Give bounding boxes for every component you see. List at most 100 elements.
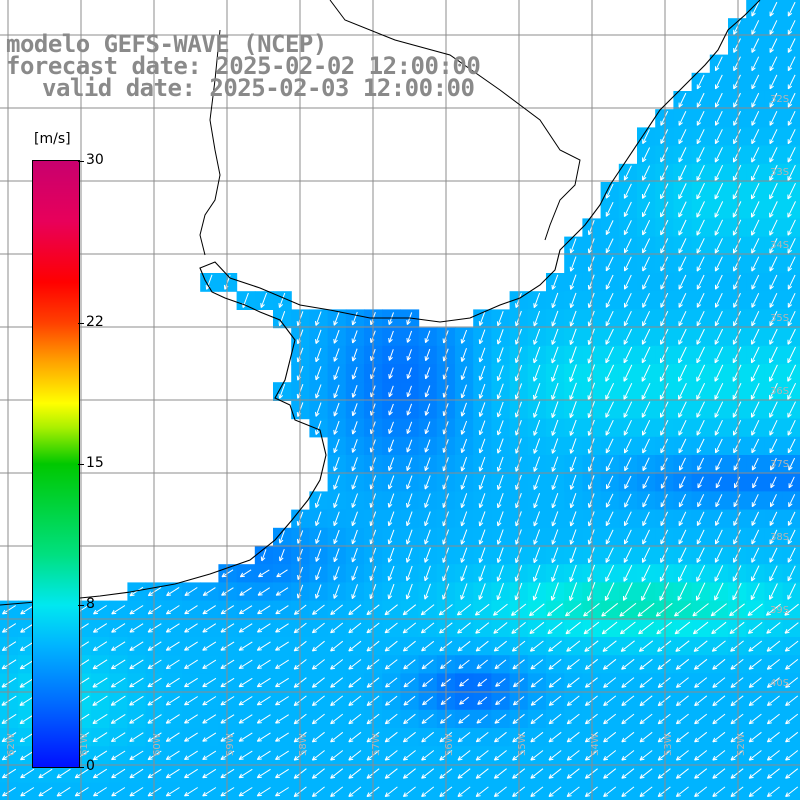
wind-arrow (406, 457, 413, 471)
wind-arrow (787, 401, 796, 418)
wind-arrow (678, 493, 687, 508)
wind-arrow (769, 438, 778, 454)
wind-arrow (605, 274, 614, 290)
wind-arrow (751, 182, 760, 200)
wind-arrow (641, 382, 651, 400)
wind-arrow (533, 328, 541, 345)
wind-arrow (751, 274, 760, 290)
wind-arrow (769, 38, 778, 53)
wind-arrow (715, 511, 723, 526)
wind-arrow (787, 92, 796, 108)
wind-arrow (642, 292, 650, 308)
wind-arrow (714, 401, 724, 418)
wind-arrow (678, 346, 687, 364)
wind-arrow (714, 147, 723, 163)
wind-arrow (715, 494, 723, 508)
wind-arrow (333, 348, 340, 362)
wind-arrow (424, 403, 431, 416)
wind-arrow (769, 292, 778, 308)
wind-arrow (641, 346, 651, 364)
wind-arrow (315, 402, 322, 417)
wind-arrow (569, 346, 577, 364)
wind-arrow (678, 401, 687, 418)
wind-arrow (751, 129, 760, 145)
wind-arrow (551, 346, 559, 364)
wind-arrow (333, 384, 340, 399)
wind-arrow (751, 74, 760, 90)
wind-arrow (496, 474, 504, 490)
wind-arrow (496, 347, 504, 363)
wind-arrow (605, 346, 614, 364)
wind-arrow (406, 475, 413, 490)
wind-arrow (605, 328, 614, 345)
wind-arrow (787, 364, 797, 382)
wind-arrow (623, 401, 633, 418)
colorbar-tick-mark (78, 322, 84, 324)
wind-arrow (714, 364, 724, 382)
wind-arrow (733, 56, 741, 72)
wind-arrow (733, 310, 742, 327)
wind-arrow (733, 238, 742, 254)
colorbar-tick-label: 0 (86, 758, 95, 774)
wind-arrow (678, 92, 687, 108)
wind-arrow (751, 256, 760, 272)
wind-arrow (569, 310, 577, 327)
wind-arrow (624, 274, 632, 290)
wind-arrow (496, 456, 504, 472)
wind-arrow (715, 110, 723, 126)
wind-arrow (623, 183, 632, 199)
wind-arrow (460, 329, 468, 344)
wind-arrow (388, 349, 394, 361)
wind-arrow (569, 364, 577, 382)
wind-arrow (278, 383, 286, 399)
wind-arrow (623, 419, 632, 436)
wind-arrow (388, 367, 394, 379)
wind-arrow (696, 164, 705, 181)
wind-arrow (733, 92, 741, 108)
wind-arrow (424, 511, 431, 527)
wind-arrow (551, 401, 559, 418)
wind-arrow (605, 438, 614, 454)
wind-arrow (496, 420, 504, 436)
wind-arrow (406, 439, 413, 453)
wind-arrow (569, 328, 577, 345)
wind-arrow (787, 38, 796, 53)
wind-arrow (478, 311, 486, 326)
wind-arrow (660, 511, 669, 526)
wind-arrow (660, 292, 669, 308)
wind-arrow (424, 330, 431, 344)
wind-arrow (388, 385, 394, 398)
wind-arrow (787, 20, 796, 35)
wind-arrow (478, 420, 486, 436)
wind-arrow (714, 238, 723, 254)
wind-arrow (623, 165, 632, 181)
wind-arrow (642, 274, 650, 290)
colorbar-tick-label: 22 (86, 313, 104, 330)
wind-arrow (696, 364, 706, 382)
wind-arrow (388, 439, 395, 453)
wind-arrow (769, 328, 778, 345)
wind-arrow (333, 402, 340, 417)
wind-arrow (405, 547, 413, 563)
wind-arrow (315, 329, 322, 344)
wind-arrow (642, 511, 650, 526)
wind-arrow (660, 401, 669, 418)
wind-arrow (533, 310, 541, 327)
wind-arrow (333, 493, 340, 508)
wind-arrow (623, 346, 633, 364)
wind-arrow (734, 476, 741, 489)
wind-arrow (769, 110, 778, 126)
wind-arrow (787, 219, 796, 236)
wind-arrow (496, 511, 504, 527)
wind-arrow (424, 385, 431, 398)
wind-arrow (642, 183, 651, 199)
wind-arrow (678, 419, 687, 436)
wind-arrow (769, 129, 778, 145)
wind-arrow (642, 147, 651, 163)
wind-arrow (315, 347, 322, 363)
wind-arrow (260, 292, 268, 308)
wind-arrow (605, 419, 614, 436)
wind-arrow (696, 401, 705, 418)
wind-arrow (641, 328, 651, 345)
